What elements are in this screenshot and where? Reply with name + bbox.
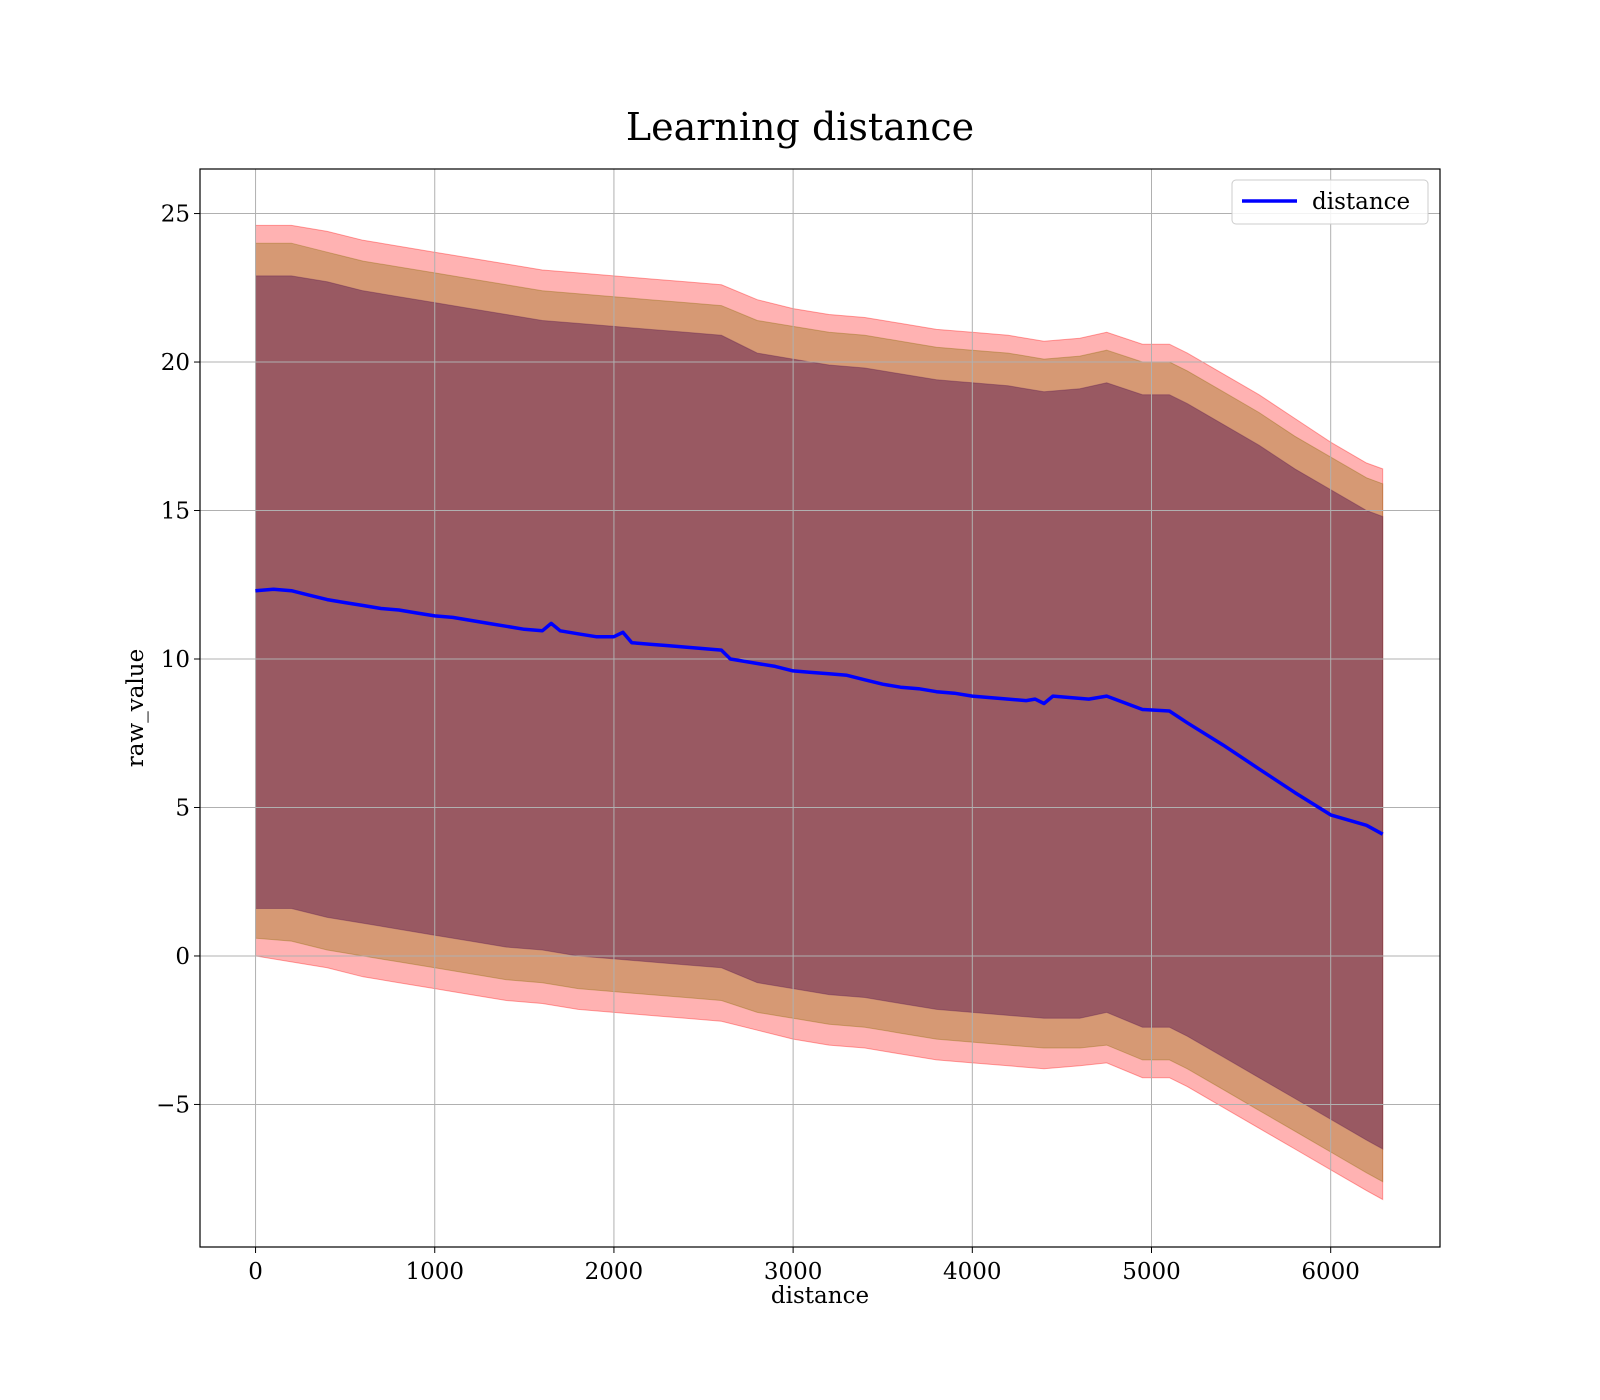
x-tick-label: 3000 bbox=[764, 1259, 823, 1285]
y-tick-label: −5 bbox=[156, 1092, 190, 1118]
x-axis-label: distance bbox=[771, 1283, 869, 1309]
y-tick-label: 10 bbox=[161, 647, 190, 673]
x-tick-label: 5000 bbox=[1122, 1259, 1181, 1285]
x-tick-label: 0 bbox=[248, 1259, 263, 1285]
y-tick-label: 15 bbox=[161, 499, 190, 525]
legend-label-distance: distance bbox=[1312, 189, 1410, 215]
y-tick-label: 0 bbox=[175, 944, 190, 970]
confidence-bands bbox=[255, 224, 1384, 1201]
y-tick-label: 5 bbox=[175, 795, 190, 821]
x-tick-label: 4000 bbox=[943, 1259, 1002, 1285]
x-axis: 0 1000 2000 3000 4000 5000 6000 bbox=[248, 1247, 1360, 1285]
legend: distance bbox=[1231, 179, 1429, 225]
plot-frame bbox=[199, 168, 1441, 1248]
series-layer bbox=[255, 587, 1384, 836]
x-tick-label: 2000 bbox=[585, 1259, 644, 1285]
y-axis: −5 0 5 10 15 20 25 bbox=[156, 202, 200, 1118]
y-tick-label: 25 bbox=[161, 202, 190, 228]
x-tick-label: 1000 bbox=[405, 1259, 464, 1285]
chart-title: Learning distance bbox=[626, 105, 974, 149]
series-line-distance bbox=[255, 587, 1384, 836]
band-inner bbox=[255, 275, 1384, 1150]
y-tick-label: 20 bbox=[161, 350, 190, 376]
y-axis-label: raw_value bbox=[123, 649, 149, 767]
legend-box bbox=[1231, 179, 1429, 225]
x-tick-label: 6000 bbox=[1301, 1259, 1360, 1285]
